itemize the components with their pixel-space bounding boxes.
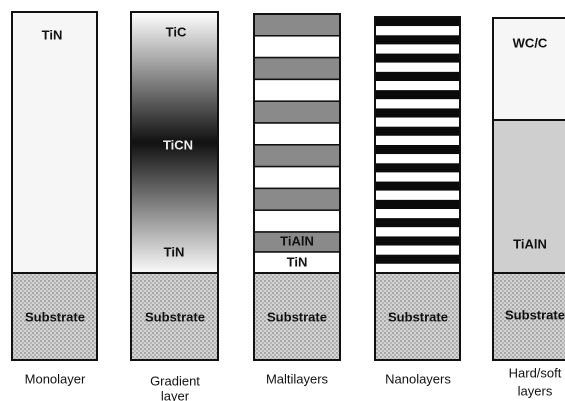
nanolayer-stripes: [375, 17, 460, 273]
layer-label: TiN: [42, 27, 63, 42]
multilayer-stripes: [253, 13, 341, 233]
caption: layers: [518, 383, 553, 398]
layer-label: TiCN: [163, 137, 193, 152]
substrate-label: Substrate: [267, 309, 327, 324]
stripe: [375, 245, 460, 255]
substrate: [492, 272, 565, 361]
caption: Nanolayers: [385, 371, 451, 386]
stripe: [253, 100, 341, 124]
stripe: [375, 62, 460, 72]
stripe: [375, 126, 460, 136]
stripe: [375, 199, 460, 209]
stripe: [375, 17, 460, 27]
stripe: [375, 154, 460, 164]
stripe: [375, 254, 460, 264]
caption: Maltilayers: [266, 371, 329, 386]
caption: Monolayer: [25, 371, 86, 386]
stripe: [375, 172, 460, 182]
stripe: [375, 209, 460, 219]
substrate: [374, 272, 461, 361]
stripe: [375, 117, 460, 127]
stripe: [375, 263, 460, 273]
stripe: [253, 165, 341, 190]
layer-label: TiC: [166, 24, 187, 39]
stripe: [253, 209, 341, 233]
stripe: [375, 190, 460, 200]
coating: [130, 11, 219, 274]
stripe: [375, 108, 460, 118]
stripe: [375, 44, 460, 54]
layer-label: TiN: [164, 244, 185, 259]
substrate-label: Substrate: [505, 307, 565, 322]
columns: [11, 11, 565, 361]
stripe: [253, 122, 341, 146]
substrate-label: Substrate: [388, 309, 448, 324]
coating: [11, 11, 98, 274]
stripe: [375, 81, 460, 91]
stripe: [375, 99, 460, 109]
stripe: [375, 35, 460, 45]
layer-label: TiAlN: [280, 233, 314, 248]
stripe: [253, 13, 341, 37]
substrate: [253, 272, 341, 361]
substrate: [130, 272, 219, 361]
tialn-layer: [492, 119, 565, 274]
stripe: [253, 187, 341, 211]
layer-label: TiAlN: [513, 236, 547, 251]
substrate: [11, 272, 98, 361]
caption: Hard/soft: [509, 365, 562, 380]
stripe: [375, 71, 460, 81]
wcc-layer: [492, 17, 565, 121]
stripe: [375, 236, 460, 246]
stripe: [375, 53, 460, 63]
layer-label: WC/C: [513, 35, 548, 50]
stripe: [375, 90, 460, 100]
layer-label: TiN: [287, 254, 308, 269]
substrate-label: Substrate: [25, 309, 85, 324]
stripe: [375, 181, 460, 191]
stripe: [375, 26, 460, 36]
stripe: [253, 144, 341, 168]
stripe: [375, 135, 460, 145]
stripe: [253, 78, 341, 102]
caption: layer: [161, 388, 190, 401]
stripe: [375, 218, 460, 228]
substrate-label: Substrate: [145, 309, 205, 324]
stripe: [375, 145, 460, 155]
caption: Gradient: [150, 373, 200, 388]
stripe: [375, 227, 460, 237]
stripe: [253, 35, 341, 59]
stripe: [375, 163, 460, 173]
stripe: [253, 56, 341, 81]
